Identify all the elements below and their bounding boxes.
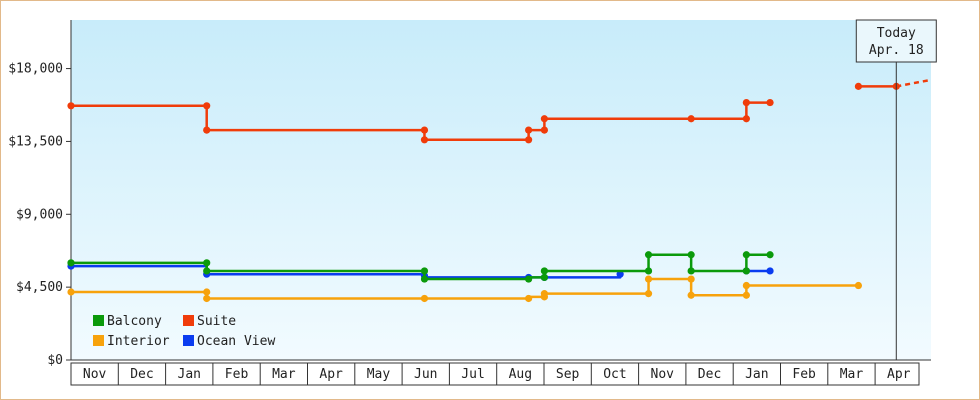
legend-swatch	[93, 335, 104, 346]
series-balcony	[67, 251, 774, 283]
month-label: Feb	[792, 367, 816, 382]
series-layer	[67, 78, 932, 303]
data-point	[203, 259, 211, 267]
series-suite	[67, 78, 932, 144]
data-point	[420, 267, 429, 275]
month-label: Mar	[840, 367, 864, 382]
data-point	[742, 281, 750, 290]
data-point	[540, 126, 548, 134]
data-point	[525, 275, 533, 283]
data-point	[742, 115, 750, 123]
legend-swatch	[93, 315, 104, 326]
data-point	[644, 251, 653, 259]
month-label: Feb	[225, 367, 249, 382]
data-point	[854, 82, 863, 90]
legend-label: Ocean View	[197, 334, 275, 349]
data-point	[616, 270, 624, 278]
data-point	[67, 102, 75, 110]
data-point	[420, 126, 429, 134]
legend: Balcony Suite Interior Ocean View	[93, 314, 275, 349]
data-point	[687, 291, 695, 299]
month-label: Apr	[887, 367, 911, 382]
data-point	[203, 294, 211, 303]
data-point	[420, 275, 429, 283]
month-label: Dec	[698, 367, 721, 382]
today-marker: Today Apr. 18	[855, 19, 937, 360]
y-axis: $0 $4,500 $9,000 $13,500 $18,000	[8, 20, 72, 368]
series-forecast-suite	[896, 78, 932, 88]
data-point	[766, 98, 774, 107]
legend-swatch	[183, 315, 194, 326]
data-point	[540, 273, 548, 282]
data-point	[687, 115, 695, 123]
y-tick-label: $13,500	[8, 134, 63, 149]
data-point	[687, 267, 695, 275]
data-point	[420, 136, 429, 144]
month-label: Jan	[178, 367, 201, 382]
month-label: Mar	[272, 367, 296, 382]
legend-label: Suite	[197, 314, 236, 329]
month-label: Jan	[745, 367, 768, 382]
x-axis-box	[70, 362, 920, 386]
data-point	[525, 294, 533, 303]
data-point	[687, 251, 695, 259]
y-tick-label: $0	[47, 353, 63, 368]
y-tick-label: $9,000	[16, 207, 63, 222]
data-point	[854, 281, 863, 290]
data-point	[644, 275, 653, 283]
data-point	[67, 259, 75, 267]
month-label: Oct	[603, 367, 626, 382]
data-point	[525, 136, 533, 144]
data-point	[203, 288, 211, 296]
data-point	[766, 251, 774, 259]
data-point	[540, 267, 548, 275]
month-label: Jul	[461, 367, 484, 382]
month-label: Dec	[130, 367, 153, 382]
plot-background	[71, 20, 931, 360]
month-label: May	[367, 367, 391, 382]
today-box	[855, 19, 937, 63]
month-label: Sep	[556, 367, 580, 382]
data-point	[540, 290, 548, 298]
data-point	[525, 126, 533, 134]
today-label: Today	[877, 26, 916, 41]
data-point	[203, 126, 211, 134]
series-interior	[67, 275, 863, 303]
data-point	[203, 102, 211, 110]
data-point	[420, 294, 429, 303]
data-point	[203, 267, 211, 275]
month-label: Nov	[83, 367, 107, 382]
data-point	[742, 251, 750, 259]
data-point	[742, 291, 750, 299]
y-tick-label: $18,000	[8, 62, 63, 77]
month-label: Jun	[414, 367, 437, 382]
y-tick-label: $4,500	[16, 280, 63, 295]
month-label: Aug	[509, 367, 532, 382]
data-point	[540, 115, 548, 123]
today-date: Apr. 18	[869, 43, 924, 58]
data-point	[742, 98, 750, 107]
data-point	[687, 275, 695, 283]
legend-swatch	[183, 335, 194, 346]
month-label: Apr	[319, 367, 343, 382]
month-label: Nov	[651, 367, 675, 382]
data-point	[644, 290, 653, 298]
x-axis: Nov Dec Jan Feb Mar Apr May Jun Jul Aug Sep Oct Nov D…	[70, 359, 931, 386]
data-point	[644, 267, 653, 275]
legend-label: Balcony	[107, 314, 162, 329]
data-point	[742, 267, 750, 275]
legend-label: Interior	[107, 334, 170, 349]
data-point	[766, 267, 774, 275]
data-point	[67, 288, 75, 296]
